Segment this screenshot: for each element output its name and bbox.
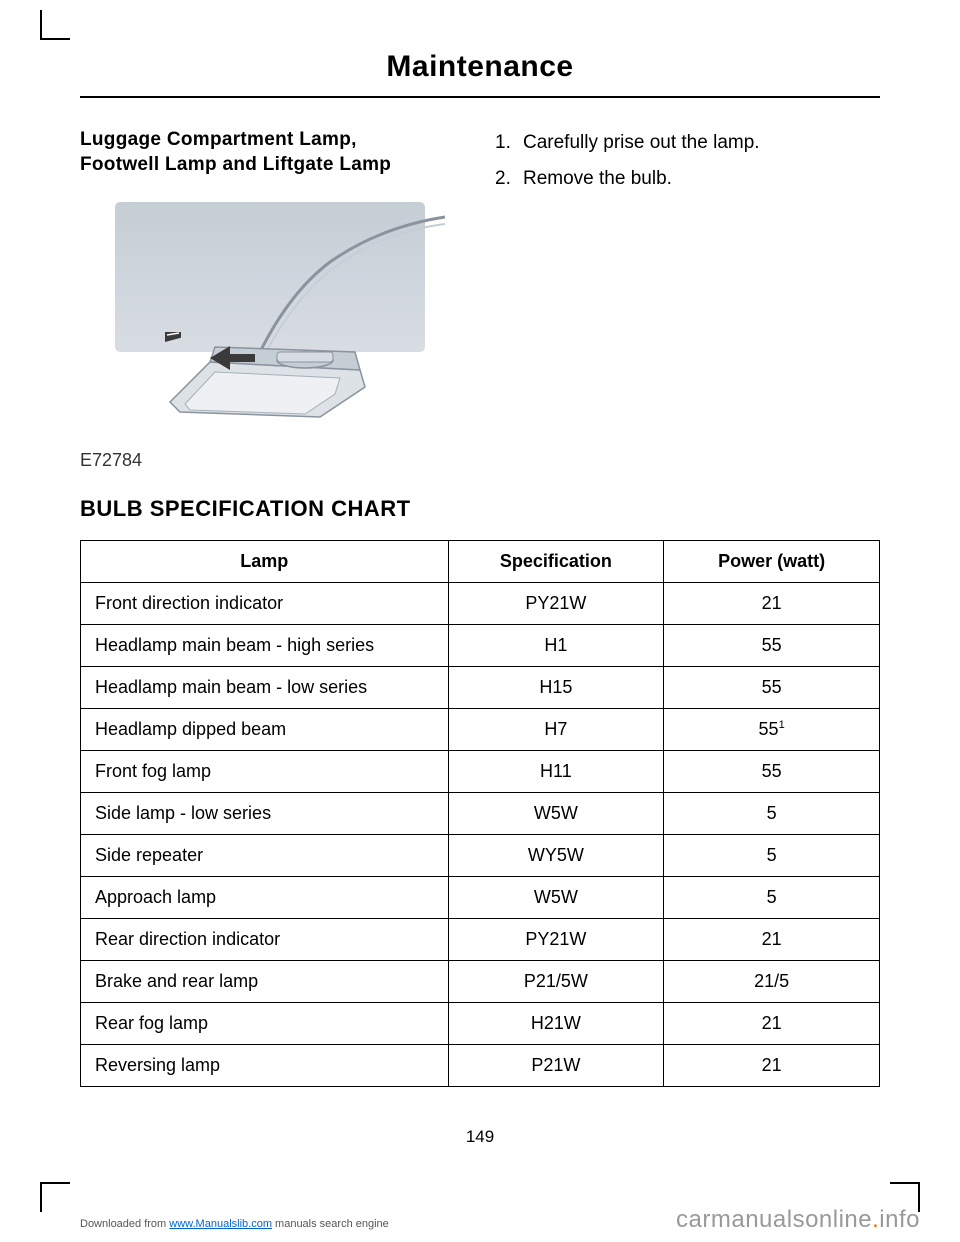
table-row: Reversing lampP21W21 <box>81 1045 880 1087</box>
lamp-cell: Approach lamp <box>81 877 449 919</box>
section-subtitle: Luggage Compartment Lamp, Footwell Lamp … <box>80 128 465 177</box>
section-title: BULB SPECIFICATION CHART <box>80 496 880 522</box>
page-title: Maintenance <box>80 50 880 98</box>
manualslib-link[interactable]: www.Manualslib.com <box>169 1218 272 1230</box>
step-text: Remove the bulb. <box>523 164 672 194</box>
spec-cell: W5W <box>448 877 664 919</box>
watermark-text: carmanualsonline <box>676 1206 872 1233</box>
table-row: Approach lampW5W5 <box>81 877 880 919</box>
table-row: Headlamp main beam - low seriesH1555 <box>81 667 880 709</box>
table-row: Rear fog lampH21W21 <box>81 1003 880 1045</box>
step-item: 2. Remove the bulb. <box>495 164 880 194</box>
table-row: Headlamp main beam - high seriesH155 <box>81 625 880 667</box>
table-header: Specification <box>448 541 664 583</box>
crop-mark <box>40 10 70 40</box>
table-row: Front direction indicatorPY21W21 <box>81 583 880 625</box>
table-header-row: Lamp Specification Power (watt) <box>81 541 880 583</box>
spec-cell: H1 <box>448 625 664 667</box>
lamp-illustration <box>80 192 460 442</box>
lamp-cell: Reversing lamp <box>81 1045 449 1087</box>
power-cell: 5 <box>664 793 880 835</box>
lamp-cell: Front direction indicator <box>81 583 449 625</box>
footer-text: manuals search engine <box>272 1218 389 1230</box>
spec-cell: H11 <box>448 751 664 793</box>
two-column-layout: Luggage Compartment Lamp, Footwell Lamp … <box>80 128 880 471</box>
spec-cell: WY5W <box>448 835 664 877</box>
step-item: 1. Carefully prise out the lamp. <box>495 128 880 158</box>
power-cell: 5 <box>664 877 880 919</box>
left-column: Luggage Compartment Lamp, Footwell Lamp … <box>80 128 465 471</box>
step-list: 1. Carefully prise out the lamp. 2. Remo… <box>495 128 880 195</box>
table-body: Front direction indicatorPY21W21Headlamp… <box>81 583 880 1087</box>
lamp-cell: Rear direction indicator <box>81 919 449 961</box>
lamp-cell: Headlamp dipped beam <box>81 709 449 751</box>
lamp-cell: Side repeater <box>81 835 449 877</box>
power-cell: 21 <box>664 919 880 961</box>
spec-cell: PY21W <box>448 919 664 961</box>
table-row: Side lamp - low seriesW5W5 <box>81 793 880 835</box>
bulb-spec-table: Lamp Specification Power (watt) Front di… <box>80 540 880 1087</box>
power-cell: 21 <box>664 1045 880 1087</box>
lamp-drawing <box>160 332 380 422</box>
subtitle-line: Luggage Compartment Lamp, <box>80 129 357 150</box>
watermark-ext: info <box>879 1206 920 1233</box>
figure-reference: E72784 <box>80 450 465 471</box>
power-cell: 551 <box>664 709 880 751</box>
footer-left: Downloaded from www.Manualslib.com manua… <box>80 1218 389 1230</box>
right-column: 1. Carefully prise out the lamp. 2. Remo… <box>495 128 880 471</box>
spec-cell: P21/5W <box>448 961 664 1003</box>
page-number: 149 <box>0 1127 960 1147</box>
step-number: 2. <box>495 164 523 194</box>
step-number: 1. <box>495 128 523 158</box>
table-header: Lamp <box>81 541 449 583</box>
power-cell: 55 <box>664 625 880 667</box>
lamp-cell: Side lamp - low series <box>81 793 449 835</box>
spec-cell: H15 <box>448 667 664 709</box>
spec-cell: W5W <box>448 793 664 835</box>
lamp-cell: Brake and rear lamp <box>81 961 449 1003</box>
crop-mark <box>40 1182 70 1212</box>
power-cell: 21/5 <box>664 961 880 1003</box>
lamp-cell: Headlamp main beam - low series <box>81 667 449 709</box>
power-cell: 5 <box>664 835 880 877</box>
table-row: Headlamp dipped beamH7551 <box>81 709 880 751</box>
spec-cell: P21W <box>448 1045 664 1087</box>
lamp-cell: Headlamp main beam - high series <box>81 625 449 667</box>
power-cell: 21 <box>664 583 880 625</box>
power-cell: 21 <box>664 1003 880 1045</box>
spec-cell: H21W <box>448 1003 664 1045</box>
lamp-cell: Rear fog lamp <box>81 1003 449 1045</box>
footer-right-watermark: carmanualsonline.info <box>676 1206 920 1234</box>
spec-cell: H7 <box>448 709 664 751</box>
table-header: Power (watt) <box>664 541 880 583</box>
table-row: Rear direction indicatorPY21W21 <box>81 919 880 961</box>
subtitle-line: Footwell Lamp and Liftgate Lamp <box>80 154 391 175</box>
lamp-cell: Front fog lamp <box>81 751 449 793</box>
superscript: 1 <box>779 719 785 731</box>
step-text: Carefully prise out the lamp. <box>523 128 760 158</box>
footer-text: Downloaded from <box>80 1218 169 1230</box>
table-row: Brake and rear lampP21/5W21/5 <box>81 961 880 1003</box>
power-cell: 55 <box>664 751 880 793</box>
power-cell: 55 <box>664 667 880 709</box>
table-row: Side repeaterWY5W5 <box>81 835 880 877</box>
table-row: Front fog lampH1155 <box>81 751 880 793</box>
spec-cell: PY21W <box>448 583 664 625</box>
